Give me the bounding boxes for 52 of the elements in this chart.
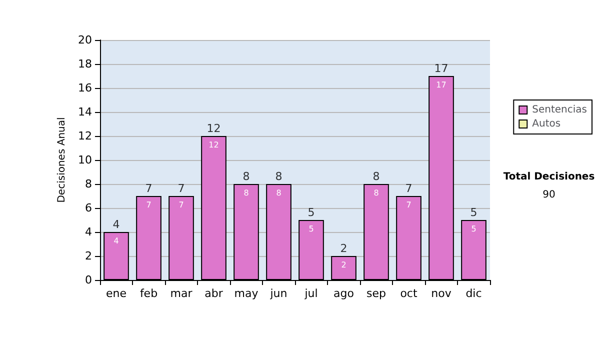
total-label: 5 [470,206,478,219]
x-tick-label: feb [140,287,158,300]
total-label: 5 [308,206,315,219]
total-label: 7 [145,182,152,195]
x-tick-label: ago [334,287,354,300]
y-tick-label: 10 [78,154,92,166]
y-tick-label: 2 [85,250,92,262]
data-label: 4 [114,236,119,246]
y-tick-label: 4 [85,226,92,238]
data-label: 8 [276,188,282,198]
total-label: 2 [340,242,348,255]
data-label: 7 [146,200,152,210]
legend-label: Autos [532,118,561,130]
data-label: 7 [406,200,412,210]
total-label: 17 [434,62,448,75]
data-label: 5 [471,224,476,234]
data-label: 12 [208,140,219,150]
y-tick-label: 12 [78,130,92,142]
x-tick-label: ene [106,287,127,300]
y-axis-title: Decisiones Anual [56,117,68,203]
data-label: 7 [178,200,184,210]
total-label: 8 [242,170,250,183]
x-tick-label: sep [366,287,386,300]
y-tick-label: 8 [85,178,92,190]
total-label: 8 [275,170,282,183]
total-label: 4 [112,218,120,231]
y-tick-label: 0 [85,274,92,286]
total-label: 7 [178,182,185,195]
x-tick-label: mar [170,287,193,300]
x-tick-label: may [234,287,259,300]
y-tick-label: 20 [78,34,92,46]
x-tick-label: oct [400,287,418,300]
data-label: 8 [244,188,249,198]
y-tick-label: 14 [78,106,92,118]
legend-label: Sentencias [532,104,588,116]
total-label: 12 [206,122,221,135]
text: 90 [542,190,556,200]
x-tick-label: jun [269,287,288,300]
data-label: 17 [436,80,446,90]
x-tick-label: jul [304,287,318,300]
x-tick-label: dic [466,287,482,300]
total-label: 7 [405,182,412,195]
data-label: 2 [341,260,346,270]
text: Total Decisiones [503,172,595,182]
x-tick-label: nov [431,287,452,300]
data-label: 5 [308,224,314,234]
y-tick-label: 16 [78,82,92,94]
total-label: 8 [372,170,380,183]
y-tick-label: 6 [85,202,92,214]
x-tick-label: abr [204,287,224,300]
y-tick-label: 18 [78,58,92,70]
data-label: 8 [374,188,379,198]
